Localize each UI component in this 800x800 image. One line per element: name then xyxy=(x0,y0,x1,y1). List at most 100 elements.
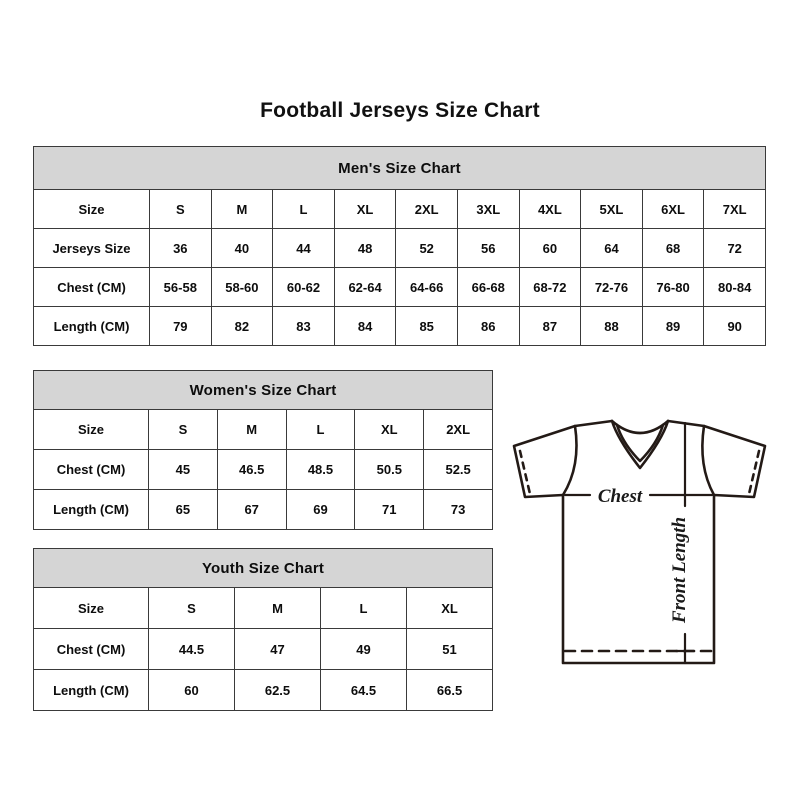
row-label-length: Length (CM) xyxy=(33,669,149,711)
cell: 66-68 xyxy=(456,267,520,307)
cell: 90 xyxy=(703,306,766,346)
column-header-s: S xyxy=(148,409,218,450)
youth-table-caption: Youth Size Chart xyxy=(32,548,494,588)
cell: 87 xyxy=(518,306,582,346)
cell: 73 xyxy=(423,489,494,530)
column-header-m: M xyxy=(210,189,274,229)
cell: 36 xyxy=(149,228,212,268)
cell: 89 xyxy=(641,306,705,346)
table-header-row: Size S M L XL xyxy=(33,587,494,629)
table-caption-row: Youth Size Chart xyxy=(32,548,494,588)
column-header-2xl: 2XL xyxy=(423,409,494,450)
column-header-7xl: 7XL xyxy=(703,189,766,229)
cell: 80-84 xyxy=(703,267,766,307)
cell: 49 xyxy=(320,628,407,670)
column-header-l: L xyxy=(272,189,335,229)
table-row: Chest (CM) 45 46.5 48.5 50.5 52.5 xyxy=(33,449,494,490)
column-header-6xl: 6XL xyxy=(641,189,705,229)
column-header-5xl: 5XL xyxy=(580,189,643,229)
table-row: Length (CM) 65 67 69 71 73 xyxy=(33,489,494,530)
cell: 86 xyxy=(456,306,520,346)
table-row: Jerseys Size 36 40 44 48 52 56 60 64 68 … xyxy=(33,228,766,268)
cell: 69 xyxy=(285,489,356,530)
cell: 56-58 xyxy=(149,267,212,307)
page-title: Football Jerseys Size Chart xyxy=(260,99,540,122)
jersey-armhole-seam-left xyxy=(561,424,578,497)
column-header-l: L xyxy=(320,587,407,629)
cell: 56 xyxy=(456,228,520,268)
column-header-xl: XL xyxy=(354,409,425,450)
mens-table-caption: Men's Size Chart xyxy=(33,146,766,190)
column-header-s: S xyxy=(148,587,235,629)
cell: 66.5 xyxy=(405,669,494,711)
column-header-s: S xyxy=(149,189,212,229)
table-row: Chest (CM) 44.5 47 49 51 xyxy=(33,628,494,670)
row-label-chest: Chest (CM) xyxy=(33,628,149,670)
cell: 58-60 xyxy=(210,267,274,307)
cell: 72 xyxy=(703,228,766,268)
jersey-cuff-dashed-right xyxy=(747,449,761,496)
jersey-armhole-seam-right xyxy=(701,424,716,497)
cell: 65 xyxy=(148,489,218,530)
cell: 72-76 xyxy=(580,267,643,307)
jersey-collar-band xyxy=(610,419,670,470)
table-caption-row: Women's Size Chart xyxy=(32,370,494,410)
cell: 60 xyxy=(148,669,235,711)
cell: 84 xyxy=(333,306,397,346)
table-row: Chest (CM) 56-58 58-60 60-62 62-64 64-66… xyxy=(33,267,766,307)
jersey-v-neck-opening xyxy=(615,423,665,463)
cell: 88 xyxy=(580,306,643,346)
table-header-row: Size S M L XL 2XL xyxy=(33,409,494,450)
cell: 83 xyxy=(272,306,335,346)
cell: 52 xyxy=(395,228,458,268)
row-label-length: Length (CM) xyxy=(33,489,149,530)
row-label-chest: Chest (CM) xyxy=(33,449,149,490)
jersey-measurement-diagram: Chest Front Length xyxy=(498,398,786,688)
row-label-chest: Chest (CM) xyxy=(33,267,150,307)
column-header-size: Size xyxy=(33,189,150,229)
column-header-xl: XL xyxy=(405,587,494,629)
cell: 45 xyxy=(148,449,218,490)
womens-table-caption: Women's Size Chart xyxy=(32,370,494,410)
cell: 85 xyxy=(395,306,458,346)
table-row: Length (CM) 60 62.5 64.5 66.5 xyxy=(33,669,494,711)
front-length-measure-label: Front Length xyxy=(669,517,690,624)
cell: 64-66 xyxy=(395,267,458,307)
cell: 52.5 xyxy=(423,449,494,490)
cell: 51 xyxy=(405,628,494,670)
mens-size-chart-table: Men's Size Chart Size S M L XL 2XL 3XL 4… xyxy=(33,146,766,346)
cell: 64.5 xyxy=(320,669,407,711)
cell: 68-72 xyxy=(518,267,582,307)
cell: 76-80 xyxy=(641,267,705,307)
column-header-size: Size xyxy=(33,409,149,450)
cell: 44.5 xyxy=(148,628,235,670)
cell: 62.5 xyxy=(234,669,321,711)
youth-size-chart-table: Youth Size Chart Size S M L XL Chest (CM… xyxy=(32,548,494,711)
column-header-m: M xyxy=(216,409,287,450)
jersey-cuff-dashed-left xyxy=(518,449,532,496)
cell: 64 xyxy=(580,228,643,268)
cell: 48.5 xyxy=(285,449,356,490)
cell: 67 xyxy=(216,489,287,530)
chest-measure-label: Chest xyxy=(598,486,643,507)
row-label-jerseys-size: Jerseys Size xyxy=(33,228,150,268)
cell: 62-64 xyxy=(333,267,397,307)
table-header-row: Size S M L XL 2XL 3XL 4XL 5XL 6XL 7XL xyxy=(33,189,766,229)
cell: 68 xyxy=(641,228,705,268)
column-header-m: M xyxy=(234,587,321,629)
column-header-size: Size xyxy=(33,587,149,629)
column-header-xl: XL xyxy=(333,189,397,229)
column-header-l: L xyxy=(285,409,356,450)
table-row: Length (CM) 79 82 83 84 85 86 87 88 89 9… xyxy=(33,306,766,346)
cell: 60 xyxy=(518,228,582,268)
cell: 47 xyxy=(234,628,321,670)
cell: 50.5 xyxy=(354,449,425,490)
cell: 60-62 xyxy=(272,267,335,307)
womens-size-chart-table: Women's Size Chart Size S M L XL 2XL Che… xyxy=(32,370,494,530)
cell: 79 xyxy=(149,306,212,346)
cell: 46.5 xyxy=(216,449,287,490)
cell: 40 xyxy=(210,228,274,268)
column-header-4xl: 4XL xyxy=(518,189,582,229)
jersey-body-outline xyxy=(512,419,767,665)
cell: 71 xyxy=(354,489,425,530)
